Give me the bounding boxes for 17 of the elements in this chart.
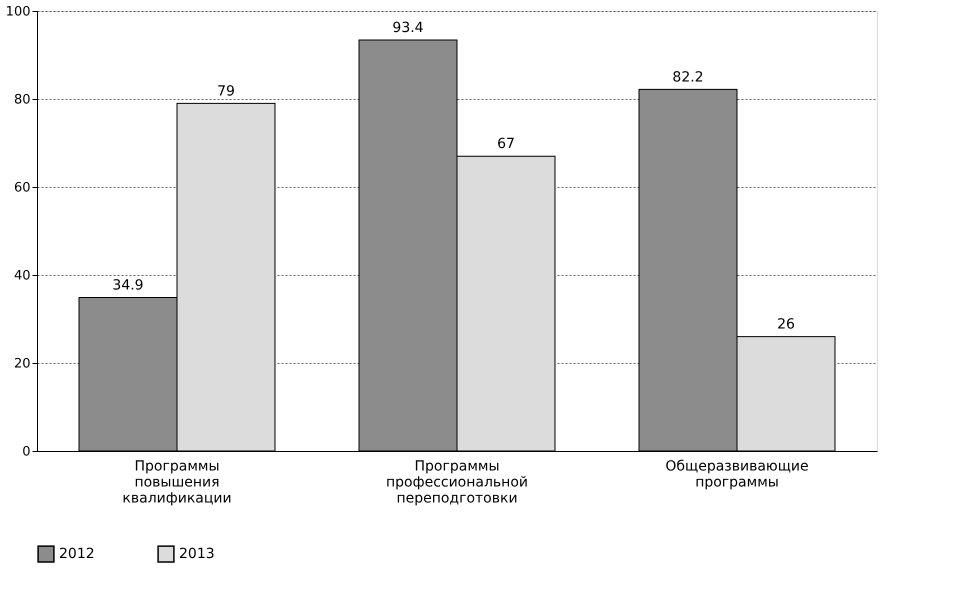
y-tick-label: 40	[14, 268, 30, 284]
x-tick-label: Программы повышения квалификации	[122, 458, 232, 506]
data-label: 82.2	[672, 69, 704, 86]
data-label: 79	[217, 83, 235, 100]
x-tick-label: Общеразвивающие программы	[665, 458, 809, 490]
data-label: 93.4	[392, 20, 424, 36]
y-tick-label: 60	[14, 180, 30, 196]
x-tick-label: Программы профессиональной переподготовки	[386, 458, 528, 506]
legend-label: 2013	[179, 546, 215, 562]
data-label: 26	[777, 316, 795, 333]
y-tick-label: 0	[22, 444, 30, 460]
data-label: 34.9	[112, 277, 144, 294]
data-label: 67	[497, 136, 515, 152]
y-tick-label: 80	[14, 92, 30, 108]
y-tick-label: 20	[14, 356, 30, 372]
y-tick-label: 100	[6, 4, 30, 20]
legend-label: 2012	[59, 546, 95, 562]
